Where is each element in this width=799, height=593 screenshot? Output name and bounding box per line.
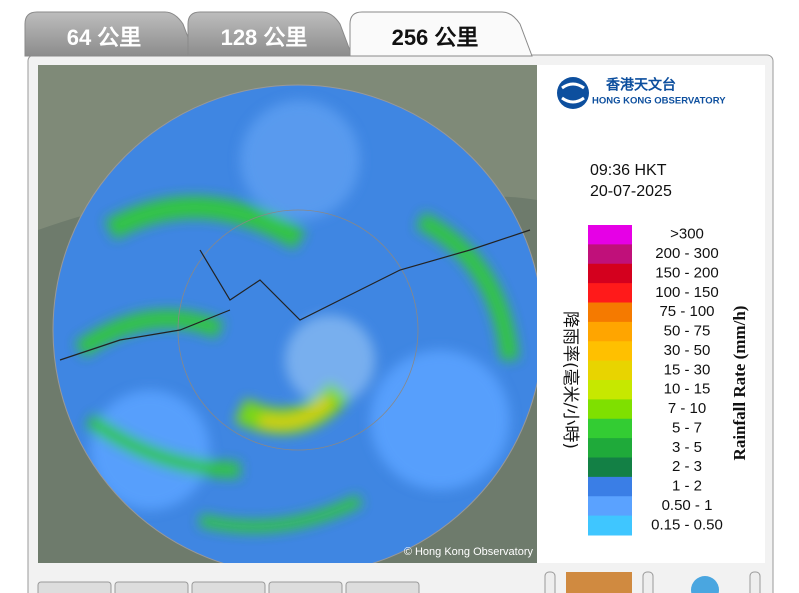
time: 09:36 HKT (590, 162, 667, 179)
tab[interactable] (24, 11, 196, 57)
legend-swatch (588, 457, 632, 478)
button[interactable] (191, 581, 266, 593)
button[interactable] (642, 571, 654, 593)
logo-english: HONG KONG OBSERVATORY (592, 96, 726, 107)
legend-label: 0.15 - 0.50 (651, 516, 723, 533)
legend-swatch (588, 302, 632, 323)
legend-label: 50 - 75 (664, 323, 711, 340)
legend-swatch (588, 283, 632, 303)
legend-swatch (588, 438, 632, 458)
bottom-buttons (37, 571, 761, 593)
legend-swatch (588, 380, 632, 400)
legend-label: >300 (670, 226, 704, 243)
legend-label: 3 - 5 (672, 439, 702, 456)
legend-label: 10 - 15 (664, 381, 711, 398)
date: 20-07-2025 (590, 183, 672, 200)
legend-label: 75 - 100 (659, 303, 714, 320)
legend-label: 150 - 200 (655, 264, 718, 281)
legend-label: 2 - 3 (672, 458, 702, 475)
logo-chinese: 香港天文台 (605, 77, 676, 93)
thumbnail[interactable] (566, 572, 632, 593)
legend-swatch (588, 321, 632, 342)
legend-swatch (588, 244, 632, 265)
legend-title-chinese: 降雨率(毫米/小時) (560, 311, 580, 449)
legend-swatch (588, 515, 632, 536)
legend-label: 200 - 300 (655, 245, 718, 262)
button[interactable] (345, 581, 420, 593)
legend-swatch (588, 418, 632, 439)
legend-title-english: Rainfall Rate (mm/h) (730, 306, 749, 461)
legend-label: 7 - 10 (668, 400, 706, 417)
legend-label: 1 - 2 (672, 478, 702, 495)
button[interactable] (544, 571, 556, 593)
legend-swatch (588, 360, 632, 381)
button[interactable] (749, 571, 761, 593)
button[interactable] (114, 581, 189, 593)
legend-swatch (588, 263, 632, 284)
radar-map: © Hong Kong Observatory (38, 65, 537, 563)
legend-panel (537, 65, 765, 563)
tab-label[interactable]: 128 公里 (221, 25, 308, 50)
legend-label: 15 - 30 (664, 361, 711, 378)
legend-swatch (588, 399, 632, 420)
button[interactable] (268, 581, 343, 593)
legend-label: 30 - 50 (664, 342, 711, 359)
copyright: © Hong Kong Observatory (404, 546, 534, 558)
tab-label[interactable]: 64 公里 (67, 25, 142, 50)
legend-label: 100 - 150 (655, 284, 718, 301)
tab-label[interactable]: 256 公里 (392, 25, 479, 50)
button[interactable] (37, 581, 112, 593)
legend-label: 0.50 - 1 (662, 497, 713, 514)
legend-swatch (588, 496, 632, 517)
logo: 香港天文台 HONG KONG OBSERVATORY (557, 77, 726, 109)
legend-swatch (588, 476, 632, 497)
tab[interactable] (187, 11, 353, 57)
legend-swatch (588, 225, 632, 245)
tab[interactable] (349, 11, 533, 57)
legend-swatch (588, 341, 632, 362)
globe-icon[interactable] (691, 576, 719, 593)
legend-label: 5 - 7 (672, 419, 702, 436)
